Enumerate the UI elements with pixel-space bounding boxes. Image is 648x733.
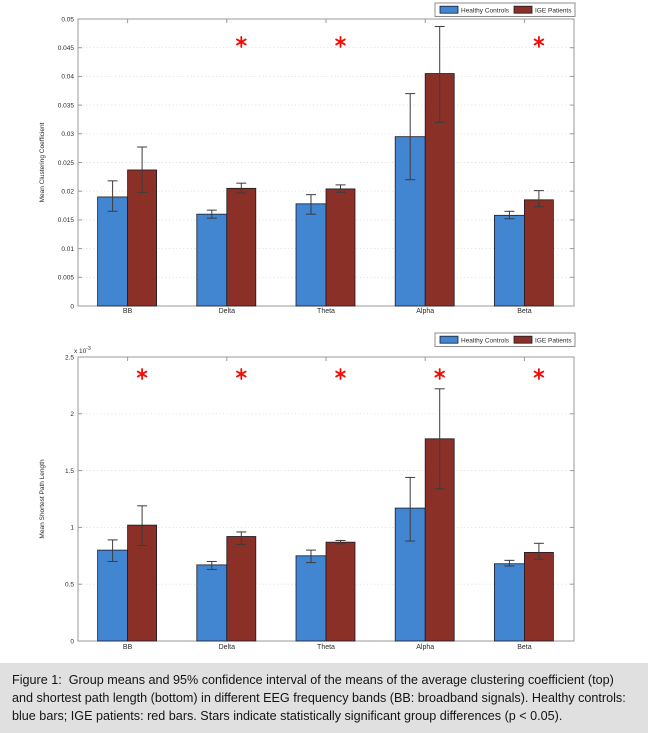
y-tick-label: 0.03 [61,131,74,138]
y-tick-label: 0.025 [58,160,75,167]
bar-healthy-delta [196,564,228,642]
legend-box [434,332,576,347]
bar-ige-alpha [424,438,455,642]
legend-box [434,2,576,17]
x-category-label: Theta [317,308,335,315]
legend-label: IGE Patients [535,338,572,345]
y-axis-label: Mean Clustering Coefficient [39,122,46,202]
legend-swatch-ige-patients [513,335,533,344]
y-axis-label: Mean Shortest Path Length [39,459,46,539]
bar-healthy-bb [97,549,128,642]
x-category-label: BB [123,308,133,315]
y-tick-label: 0 [70,303,74,310]
significance-star [335,38,346,46]
significance-star [236,38,247,46]
x-category-label: Beta [517,308,532,315]
bar-healthy-beta [493,214,525,307]
y-tick-label: 0.02 [61,189,74,196]
bar-ige-beta [524,199,554,307]
bar-healthy-theta [295,555,327,642]
significance-star [533,38,545,46]
y-tick-label: 0.045 [58,45,75,52]
significance-star [236,370,247,378]
bar-healthy-beta [493,563,525,642]
y-tick-label: 2.5 [65,354,74,361]
y-tick-label: 0.04 [61,74,74,81]
bar-ige-theta [325,188,356,307]
bar-ige-theta [325,541,356,642]
significance-star [136,370,148,378]
bar-ige-delta [226,187,257,307]
x-category-label: Delta [219,644,235,651]
x-category-label: BB [123,644,133,651]
bar-healthy-bb [97,196,128,307]
y-tick-label: 0.035 [58,102,75,109]
significance-star [335,370,346,378]
y-tick-label: 0.015 [58,217,75,224]
axis-exponent-label: x 10-3 [74,346,91,355]
legend-label: Healthy Controls [461,8,510,15]
x-category-label: Theta [317,644,335,651]
x-category-label: Alpha [416,308,434,315]
bar-healthy-delta [196,213,228,307]
significance-star [434,370,445,378]
y-tick-label: 0.05 [61,16,74,23]
bar-ige-delta [226,536,257,642]
x-category-label: Delta [219,308,235,315]
legend-label: IGE Patients [535,8,572,15]
y-tick-label: 0.01 [61,246,74,253]
y-tick-label: 0.005 [58,275,75,282]
y-tick-label: 1 [70,525,74,532]
bar-healthy-theta [295,203,327,307]
legend-swatch-healthy-controls [439,335,459,344]
charts-svg: 0 0.005 0.01 0.015 0.02 0.025 0.03 0.035 0.04 0.0… [39,2,576,651]
legend-swatch-healthy-controls [439,5,459,14]
significance-star [533,370,545,378]
y-tick-label: 0.5 [65,582,74,589]
y-tick-label: 1.5 [65,468,74,475]
x-category-label: Beta [517,644,532,651]
y-tick-label: 0 [70,638,74,645]
y-tick-label: 2 [70,411,74,418]
figure-caption: Figure 1: Group means and 95% confidence… [0,663,648,733]
bar-ige-beta [524,551,554,642]
legend-label: Healthy Controls [461,338,510,345]
legend-swatch-ige-patients [513,5,533,14]
x-category-label: Alpha [416,644,434,651]
